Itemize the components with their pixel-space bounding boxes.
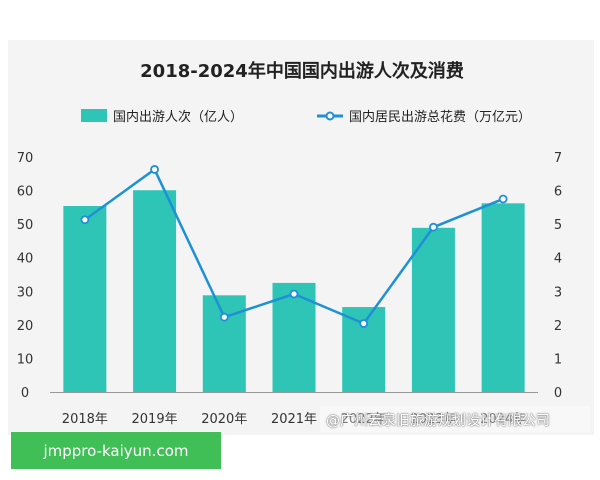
legend: 国内出游人次（亿人） 国内居民出游总花费（万亿元） — [81, 109, 531, 125]
bar — [481, 203, 525, 392]
line-point — [429, 222, 438, 232]
y-right-tick-label: 0 — [554, 386, 562, 401]
line-point — [80, 215, 90, 225]
line-point — [498, 194, 508, 204]
bar — [411, 227, 455, 392]
y-right-tick-label: 4 — [554, 252, 562, 267]
x-tick-label: 2024年 — [480, 412, 526, 427]
line-point — [219, 312, 229, 322]
bar — [63, 206, 107, 392]
y-right-tick-label: 2 — [554, 319, 562, 334]
x-tick-label: 2021年 — [271, 412, 317, 427]
x-tick-label: 2023年 — [410, 412, 456, 427]
line-point — [150, 165, 159, 174]
y-left-tick-label: 70 — [17, 151, 34, 166]
y-right-tick-label: 6 — [554, 185, 562, 200]
bar — [133, 190, 177, 392]
y-left-tick-label: 40 — [17, 252, 34, 267]
site-badge: jmppro-kaiyun.com — [11, 432, 221, 469]
line-point — [359, 319, 369, 328]
y-left-tick-label: 60 — [17, 185, 34, 200]
legend-line-marker — [325, 111, 335, 121]
x-tick-label: 2018年 — [62, 412, 108, 427]
bar — [202, 295, 246, 392]
y-right-tick-label: 1 — [554, 352, 562, 367]
y-left-tick-label: 20 — [17, 319, 34, 334]
y-right-tick-label: 7 — [554, 151, 562, 166]
plot-area: 0 10 20 30 40 50 60 70 0 1 2 3 4 5 6 7 2018年 2019年 2020年 20… — [17, 151, 562, 427]
y-left-tick-label: 0 — [21, 386, 29, 401]
y-left-tick-label: 30 — [17, 285, 34, 300]
chart-title: 2018-2024年中国国内出游人次及消费 — [140, 60, 464, 82]
watermark-text: @广州云泉旧旅游规划设计有限公司 — [326, 413, 550, 429]
y-right-tick-label: 5 — [554, 218, 562, 233]
legend-bar-label: 国内出游人次（亿人） — [113, 109, 243, 125]
y-left-tick-label: 50 — [17, 218, 34, 233]
legend-bar-swatch — [81, 109, 107, 122]
line-point — [289, 289, 299, 299]
y-left-tick-label: 10 — [17, 352, 34, 367]
x-tick-label: 2019年 — [132, 412, 178, 427]
x-tick-label: 2022年 — [341, 412, 387, 427]
watermark-band — [320, 406, 590, 432]
legend-line-label: 国内居民出游总花费（万亿元） — [349, 109, 531, 125]
x-tick-label: 2020年 — [201, 412, 247, 427]
y-right-tick-label: 3 — [554, 285, 562, 300]
